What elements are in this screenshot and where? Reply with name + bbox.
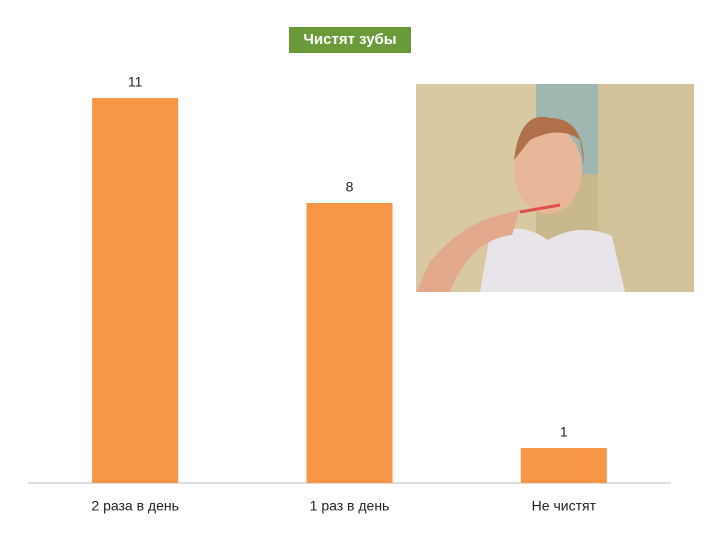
title-background [289,27,411,53]
bar [92,98,179,483]
bar [306,203,393,483]
data-label: 11 [128,74,143,90]
data-label: 1 [560,424,568,440]
x-tick-label: 2 раза в день [91,498,179,514]
bar [520,448,607,483]
data-label: 8 [346,179,354,195]
x-tick-label: 1 раз в день [310,498,390,514]
chart-title: Чистят зубы [303,31,396,48]
x-tick-label: Не чистят [532,498,597,514]
photo [416,84,694,292]
